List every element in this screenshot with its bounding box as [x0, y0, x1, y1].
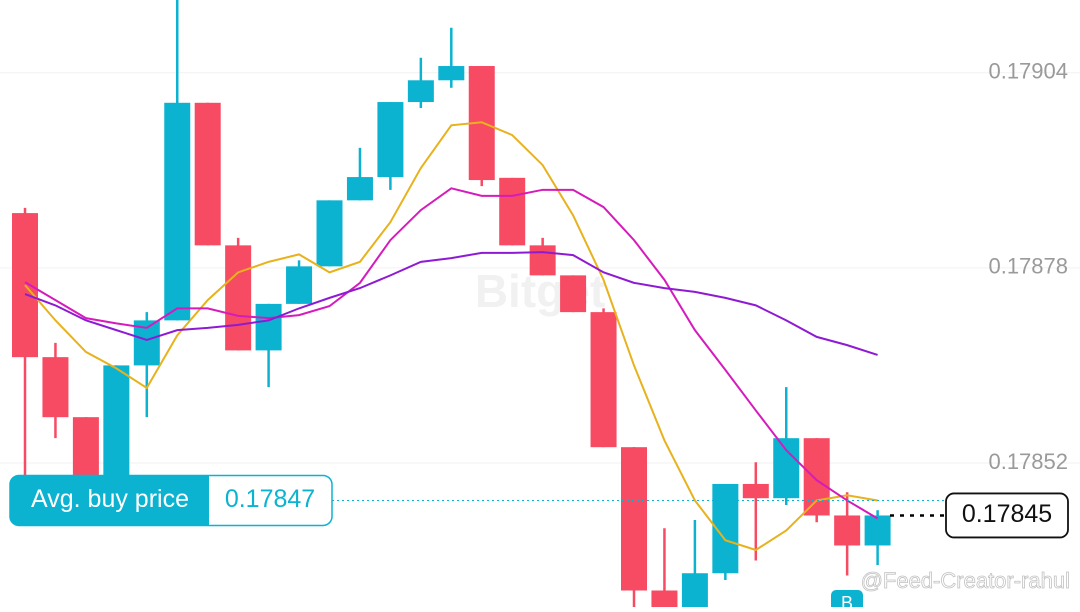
candle-body — [590, 312, 617, 448]
candle-body — [316, 200, 343, 267]
avg-buy-value: 0.17847 — [225, 485, 315, 513]
candle-body — [286, 266, 313, 304]
candle-body — [194, 102, 221, 246]
candle-body — [225, 245, 252, 351]
candle-body — [560, 275, 587, 313]
candle-body — [377, 102, 404, 178]
candle-body — [407, 80, 434, 103]
candle-body — [834, 515, 861, 546]
candle-body — [255, 303, 282, 351]
candle-body — [346, 177, 373, 201]
candle-body — [651, 590, 678, 607]
moving-average-line — [24, 121, 878, 552]
candle-body — [164, 102, 191, 321]
last-price-box — [945, 492, 1069, 539]
candle-body — [681, 573, 708, 607]
candle-body — [621, 447, 647, 591]
candle-body — [42, 357, 69, 418]
y-tick-label: 0.17878 — [988, 254, 1068, 279]
candle-body — [773, 438, 800, 499]
candle-body — [803, 438, 830, 516]
avg-buy-label: Avg. buy price — [31, 485, 189, 513]
candle-body — [529, 245, 556, 276]
y-tick-label: 0.17852 — [988, 449, 1068, 474]
avg-buy-tag — [10, 475, 209, 526]
moving-average-line — [24, 187, 879, 520]
y-tick-label: 0.17904 — [988, 59, 1068, 84]
overlay: 0.17852 0.17878 0.17904 Avg. buy price 0.178… — [9, 59, 1070, 612]
candle-body — [72, 417, 99, 478]
candle-body — [742, 483, 769, 499]
candle-body — [499, 177, 526, 246]
badge-label: B — [841, 593, 853, 607]
candle-body — [864, 515, 891, 546]
credit: @Feed-Creator-rahul — [861, 568, 1070, 593]
candle-body — [103, 365, 130, 478]
plot — [12, 0, 891, 607]
candle-body — [438, 66, 465, 81]
last-price-label: 0.17845 — [962, 500, 1052, 528]
moving-average-line — [24, 251, 878, 356]
